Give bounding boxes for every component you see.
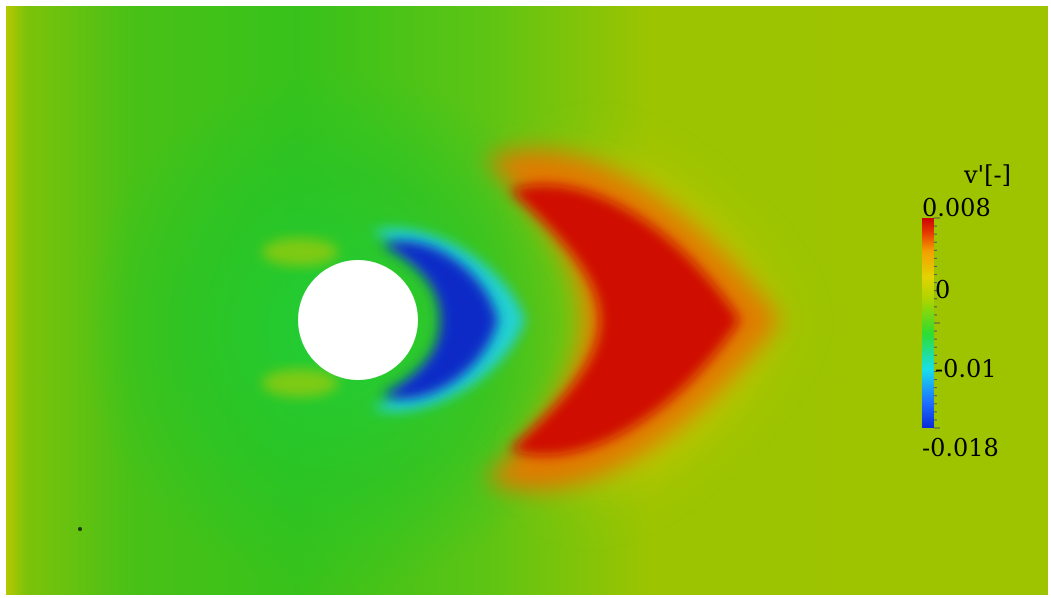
colorbar-zero-label: 0 [935, 276, 951, 304]
lower-streak [262, 369, 338, 397]
colorbar [922, 217, 940, 429]
colorbar-mid-label: -0.01 [935, 355, 997, 383]
blue-wake [382, 240, 498, 400]
colorbar-title: v'[-] [964, 161, 1011, 189]
red-chevron [510, 184, 740, 456]
colorbar-ticks [934, 217, 940, 429]
marker-dot [78, 527, 82, 531]
cylinder [298, 260, 418, 380]
colorbar-max-label: 0.008 [922, 194, 991, 222]
cyan-wake [372, 228, 525, 412]
upper-streak [262, 238, 338, 266]
colorbar-min-label: -0.018 [922, 434, 999, 462]
colorbar-gradient [922, 218, 934, 428]
